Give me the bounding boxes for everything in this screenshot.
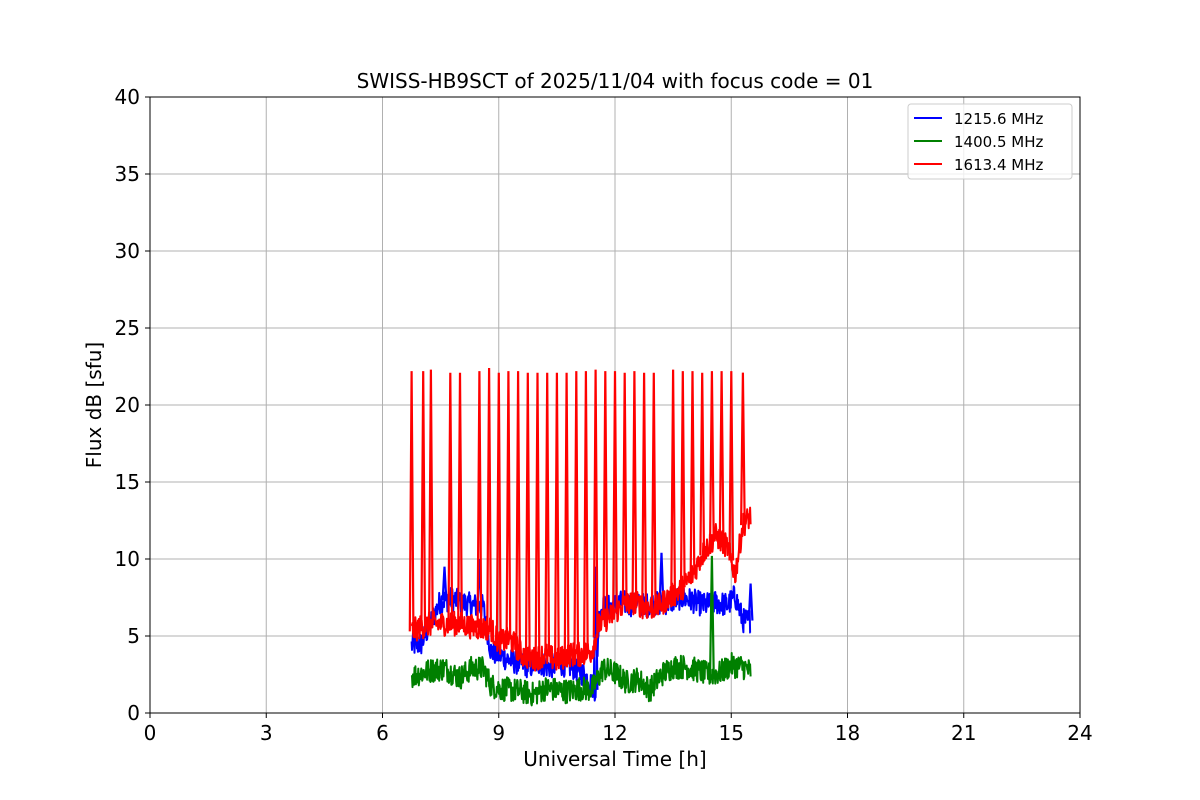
y-tick-label: 15	[115, 470, 140, 494]
series-spike	[670, 369, 676, 595]
series-spike	[621, 372, 628, 605]
series-spike	[441, 566, 448, 601]
y-tick-label: 0	[127, 701, 140, 725]
series-spike	[486, 367, 492, 629]
x-tick-label: 15	[719, 721, 744, 745]
x-tick-label: 6	[376, 721, 389, 745]
series-spike	[457, 372, 463, 624]
series-1613-4-mhz	[408, 367, 752, 672]
chart-title: SWISS-HB9SCT of 2025/11/04 with focus co…	[357, 69, 874, 93]
legend-label: 1613.4 MHz	[954, 156, 1043, 174]
series-spike	[709, 555, 715, 675]
series-spike	[515, 371, 521, 650]
series-spike	[505, 371, 512, 640]
series-spike	[650, 372, 657, 608]
x-tick-label: 21	[951, 721, 976, 745]
series-spike	[573, 371, 580, 655]
series-spike	[495, 372, 502, 643]
series-spike	[408, 371, 415, 632]
series-spike	[554, 372, 560, 661]
legend: 1215.6 MHz 1400.5 MHz 1613.4 MHz	[907, 103, 1073, 180]
x-tick-label: 18	[835, 721, 860, 745]
series-spike	[447, 372, 454, 624]
series-spike	[602, 371, 609, 620]
y-tick-label: 20	[115, 393, 140, 417]
y-axis-ticks: 0 5 10 15 20 25 30 35 40	[115, 85, 150, 725]
y-tick-label: 10	[115, 547, 140, 571]
y-tick-label: 5	[127, 624, 140, 648]
series-spike	[679, 371, 686, 588]
series-line	[410, 584, 752, 702]
series-spike	[544, 372, 551, 656]
series-spike	[583, 371, 589, 653]
series-spike	[740, 372, 746, 526]
series-spike	[641, 372, 647, 608]
x-tick-label: 9	[492, 721, 505, 745]
legend-label: 1400.5 MHz	[954, 133, 1043, 151]
y-tick-label: 25	[115, 316, 140, 340]
series-spike	[592, 369, 599, 638]
y-tick-label: 40	[115, 85, 140, 109]
series-spike	[428, 369, 434, 625]
series-spike	[658, 552, 665, 604]
x-axis-ticks: 0 3 6 9 12 15 18 21 24	[144, 713, 1093, 745]
series-spike	[563, 372, 570, 656]
x-tick-label: 12	[602, 721, 627, 745]
series-spike	[631, 371, 638, 603]
series-spike	[718, 371, 725, 542]
x-tick-label: 3	[260, 721, 273, 745]
y-axis-label: Flux dB [sfu]	[82, 342, 106, 468]
series-1400-5-mhz	[410, 555, 752, 707]
x-tick-label: 0	[144, 721, 157, 745]
series-spike	[534, 372, 541, 658]
series-spike	[709, 371, 715, 542]
series-spike	[612, 371, 618, 613]
series-spike	[476, 371, 483, 628]
y-tick-label: 35	[115, 162, 140, 186]
series-spike	[747, 583, 754, 621]
series-spike	[524, 372, 531, 657]
x-tick-label: 24	[1067, 721, 1092, 745]
series-line	[410, 652, 752, 707]
series-spike	[728, 371, 735, 561]
legend-box	[907, 103, 1073, 180]
x-axis-label: Universal Time [h]	[523, 747, 706, 771]
y-tick-label: 30	[115, 239, 140, 263]
series-spike	[699, 372, 706, 556]
legend-label: 1215.6 MHz	[954, 110, 1043, 128]
series-spike	[689, 371, 696, 575]
series-layer	[408, 367, 754, 707]
series-spike	[420, 371, 427, 627]
